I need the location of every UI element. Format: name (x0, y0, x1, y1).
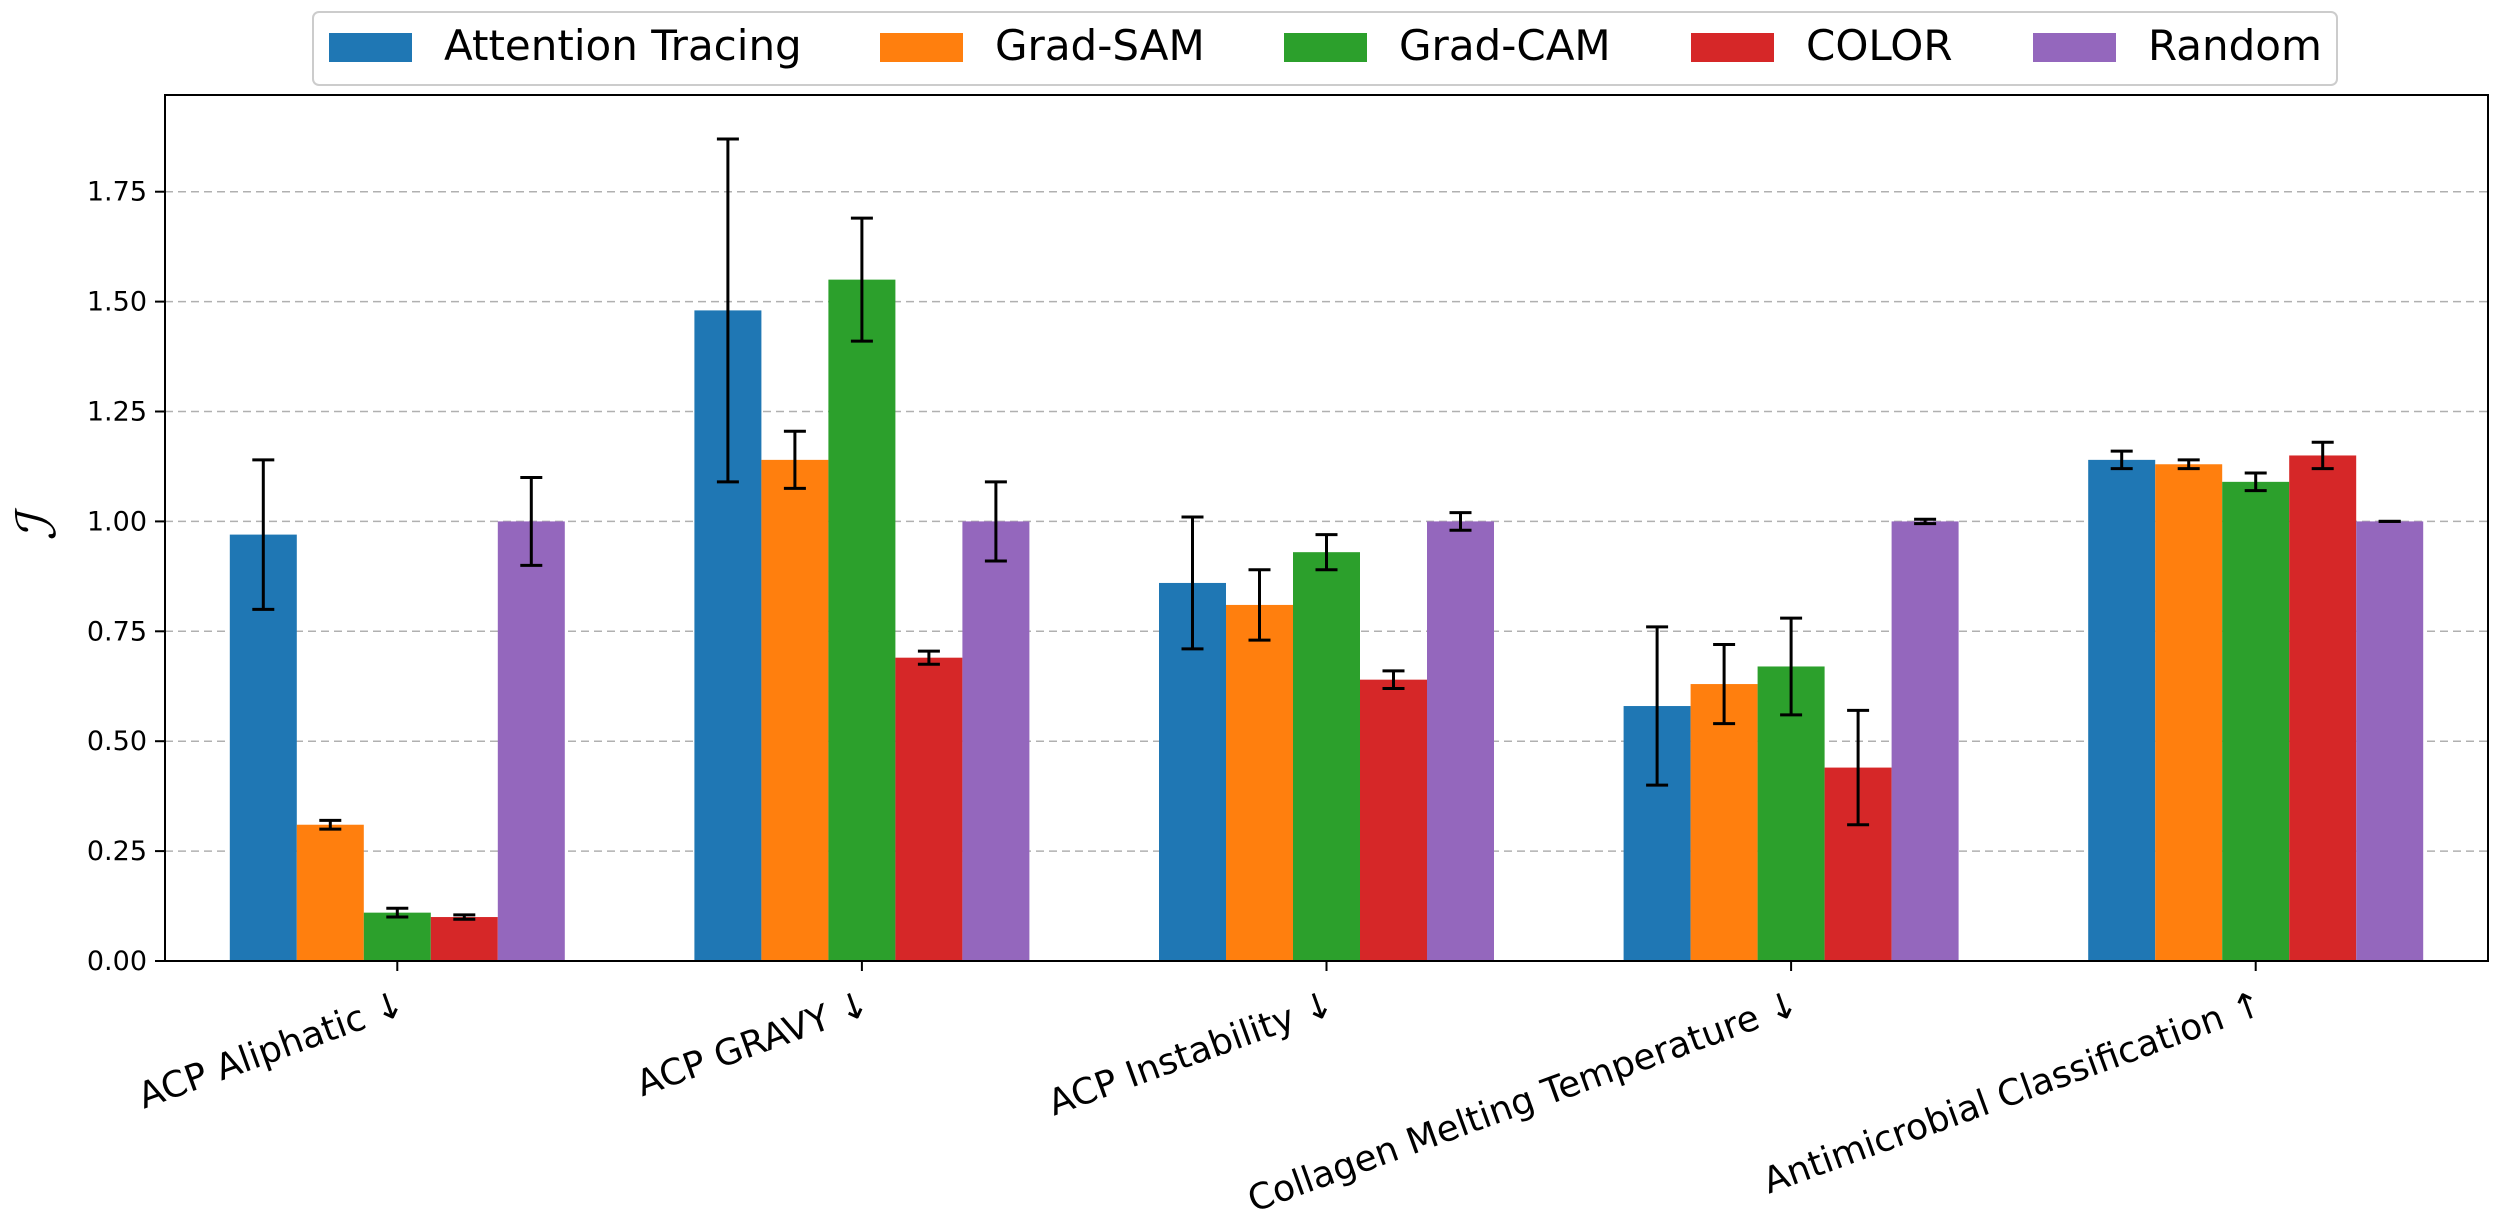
x-tick-label: ACP GRAVY ↓ (631, 983, 875, 1105)
x-axis: ACP Aliphatic ↓ ACP GRAVY ↓ ACP Instabilit… (133, 961, 2269, 1219)
y-tick-label: 1.25 (87, 397, 147, 428)
legend-label: Attention Tracing (444, 21, 802, 70)
bar (761, 459, 829, 961)
legend-swatch (1284, 33, 1367, 62)
x-tick-label: ACP Aliphatic ↓ (133, 983, 410, 1117)
y-axis: 0.00 0.25 0.50 0.75 1.00 1.25 1.50 1.75 (87, 177, 165, 977)
y-tick-label: 1.50 (87, 287, 147, 318)
y-tick-label: 0.50 (87, 726, 147, 757)
y-axis-label: ℐ (5, 507, 68, 541)
y-tick-label: 1.75 (87, 177, 147, 208)
bar (2088, 459, 2156, 961)
bar (1226, 604, 1293, 961)
bars (229, 279, 2424, 961)
bar (2289, 455, 2357, 961)
bar (296, 824, 364, 961)
bar (828, 279, 896, 961)
y-tick-label: 1.00 (87, 506, 147, 537)
legend-swatch (880, 33, 963, 62)
bar (2155, 464, 2223, 961)
legend-swatch (329, 33, 412, 62)
bar (1891, 521, 1959, 961)
error-bars (252, 137, 2401, 921)
bar (430, 917, 498, 961)
bar (895, 657, 963, 961)
bar (2356, 521, 2424, 961)
x-tick-label: Antimicrobial Classification ↑ (1758, 983, 2269, 1202)
x-tick-label: ACP Instability ↓ (1043, 983, 1339, 1124)
bar (1690, 684, 1758, 961)
legend-label: Grad-CAM (1399, 21, 1611, 70)
legend: Attention Tracing Grad-SAM Grad-CAM COLOR Ra… (312, 11, 2338, 86)
bar (1427, 521, 1494, 961)
legend-swatch (1691, 33, 1774, 62)
bar (2222, 481, 2290, 961)
y-tick-label: 0.25 (87, 836, 147, 867)
bar (497, 521, 565, 961)
legend-swatch (2033, 33, 2116, 62)
y-tick-label: 0.00 (87, 946, 147, 977)
y-tick-label: 0.75 (87, 616, 147, 647)
bar (1293, 552, 1360, 961)
bar (363, 912, 431, 961)
legend-label: Random (2148, 21, 2322, 70)
bar (962, 521, 1030, 961)
bar (1360, 679, 1427, 961)
legend-label: COLOR (1806, 21, 1953, 70)
legend-label: Grad-SAM (995, 21, 1205, 70)
